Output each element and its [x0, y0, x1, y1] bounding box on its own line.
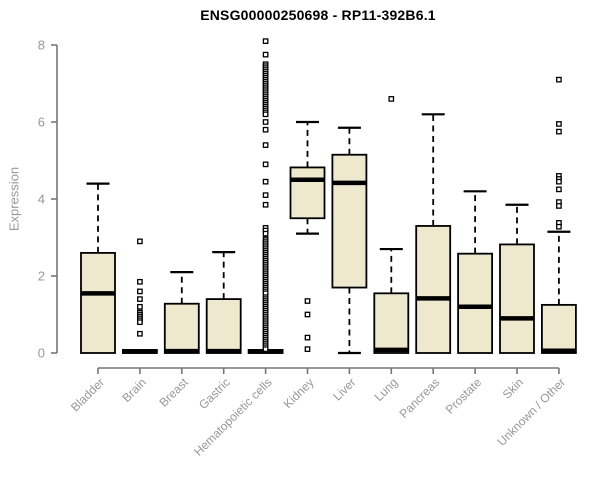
- box-rect: [415, 225, 452, 354]
- box-skin: [499, 203, 535, 354]
- box-liver: [331, 126, 368, 355]
- y-tick-label: 4: [38, 192, 45, 207]
- outlier-point: [262, 178, 269, 185]
- y-tick-label: 8: [38, 38, 45, 53]
- box-rect: [499, 243, 535, 354]
- outlier-point: [137, 296, 143, 302]
- outlier-point: [262, 119, 269, 125]
- outlier-point: [556, 128, 562, 135]
- x-tick-label: Breast: [156, 375, 191, 410]
- outlier-point: [137, 288, 143, 295]
- x-tick-label: Liver: [330, 375, 358, 403]
- x-tick-label: Kidney: [281, 375, 317, 411]
- outlier-point: [556, 178, 562, 185]
- outlier-point: [262, 38, 269, 45]
- outlier-point: [137, 330, 143, 337]
- box-rect: [289, 166, 326, 220]
- box-lung: [373, 96, 410, 354]
- outlier-point: [262, 161, 269, 168]
- x-tick-label: Pancreas: [397, 375, 443, 421]
- outlier-point: [556, 186, 562, 193]
- outlier-point: [556, 223, 562, 230]
- x-tick-label: Lung: [372, 375, 401, 404]
- y-tick-label: 2: [38, 269, 45, 284]
- chart-title: ENSG00000250698 - RP11-392B6.1: [200, 7, 436, 23]
- outlier-point: [556, 76, 562, 83]
- box-hematopoietic-cells: [247, 38, 284, 354]
- outlier-point: [262, 142, 269, 148]
- box-rect: [541, 303, 577, 354]
- box-rect: [163, 302, 200, 354]
- outlier-point: [262, 346, 269, 353]
- box-kidney: [289, 120, 326, 353]
- outlier-point: [262, 111, 269, 118]
- outlier-point: [262, 230, 269, 237]
- box-rect: [80, 251, 116, 354]
- outlier-point: [262, 192, 269, 198]
- outlier-point: [137, 278, 143, 285]
- y-tick-label: 6: [38, 115, 45, 130]
- outlier-point: [304, 334, 311, 341]
- y-tick-label: 0: [38, 346, 45, 361]
- outlier-point: [388, 96, 395, 102]
- box-breast: [163, 271, 200, 354]
- outlier-point: [262, 201, 269, 208]
- x-tick-label: Gastric: [196, 375, 233, 412]
- outlier-point: [556, 121, 562, 127]
- box-bladder: [80, 182, 116, 354]
- box-pancreas: [415, 113, 452, 354]
- x-tick-label: Brain: [119, 375, 149, 405]
- outlier-point: [262, 51, 269, 58]
- box-rect: [205, 298, 242, 354]
- outlier-point: [304, 346, 311, 353]
- box-rect: [331, 153, 368, 289]
- box-brain: [122, 238, 158, 354]
- outlier-point: [556, 203, 562, 209]
- outlier-point: [304, 311, 311, 318]
- outlier-point: [137, 319, 143, 326]
- box-rect: [457, 252, 494, 354]
- x-tick-label: Hematopoietic cells: [191, 375, 274, 458]
- x-tick-label: Bladder: [68, 375, 107, 414]
- box-rect: [373, 292, 410, 354]
- outlier-point: [137, 238, 143, 245]
- x-tick-label: Skin: [500, 375, 526, 401]
- outlier-point: [304, 298, 311, 304]
- x-tick-label: Prostate: [443, 375, 485, 417]
- box-unknown-other: [541, 76, 577, 354]
- outlier-point: [262, 126, 269, 133]
- box-gastric: [205, 251, 242, 354]
- box-prostate: [457, 190, 494, 354]
- outlier-point: [137, 303, 143, 310]
